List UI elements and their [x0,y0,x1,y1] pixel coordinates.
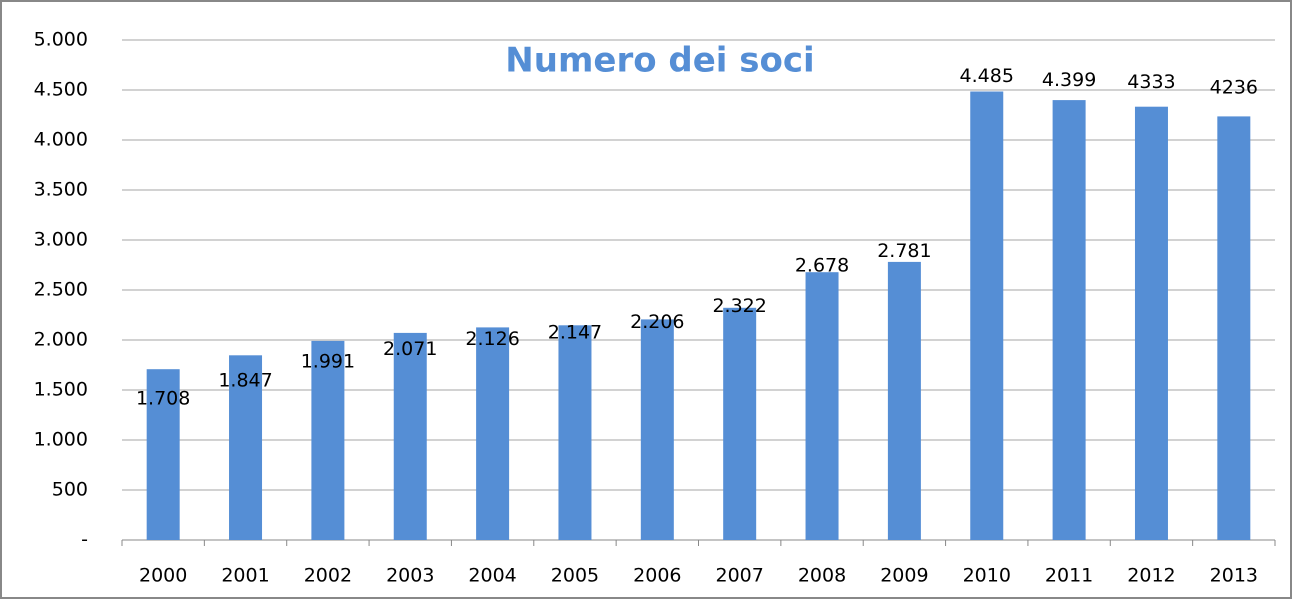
chart-title: Numero dei soci [505,41,814,81]
x-tick-label: 2010 [963,565,1011,587]
x-tick-label: 2013 [1210,565,1258,587]
x-tick-label: 2004 [468,565,516,587]
bar [311,340,345,540]
bar [805,272,839,540]
x-tick-label: 2011 [1045,565,1093,587]
x-tick-label: 2008 [798,565,846,587]
y-tick-label: 500 [52,479,88,501]
data-label: 2.126 [465,328,519,350]
y-tick-label: 3.000 [34,229,88,251]
bar [640,319,674,540]
y-tick-label: 1.000 [34,429,88,451]
data-label: 2.071 [383,338,437,360]
y-tick-label: 5.000 [34,29,88,51]
y-tick-label: 2.500 [34,279,88,301]
bar [229,355,263,540]
data-label: 2.678 [795,255,849,277]
bar [1134,106,1168,540]
x-tick-label: 2003 [386,565,434,587]
data-label: 2.322 [712,295,766,317]
data-label: 4.399 [1042,69,1096,91]
data-label: 4236 [1210,76,1258,98]
y-tick-label: 2.000 [34,329,88,351]
data-label: 2.147 [548,321,602,343]
bar [723,307,757,540]
y-tick-label: - [81,529,88,551]
data-label: 4.485 [960,65,1014,87]
bar [558,325,592,540]
bar [476,327,510,540]
y-tick-label: 3.500 [34,179,88,201]
bar [393,332,427,540]
x-tick-label: 2001 [221,565,269,587]
x-tick-label: 2009 [880,565,928,587]
data-label: 2.781 [877,240,931,262]
y-tick-label: 4.000 [34,129,88,151]
data-label: 1.708 [136,388,190,410]
x-tick-label: 2002 [304,565,352,587]
bar [1052,100,1086,540]
bar [146,369,180,540]
data-label: 2.206 [630,311,684,333]
x-tick-label: 2012 [1127,565,1175,587]
x-tick-label: 2006 [633,565,681,587]
data-label: 1.991 [301,350,355,372]
x-tick-label: 2005 [551,565,599,587]
y-tick-label: 1.500 [34,379,88,401]
data-label: 1.847 [218,369,272,391]
bar [970,91,1004,540]
bar [887,261,921,540]
data-label: 4333 [1127,71,1175,93]
y-tick-label: 4.500 [34,79,88,101]
x-tick-label: 2000 [139,565,187,587]
x-tick-label: 2007 [715,565,763,587]
bar [1217,116,1251,541]
